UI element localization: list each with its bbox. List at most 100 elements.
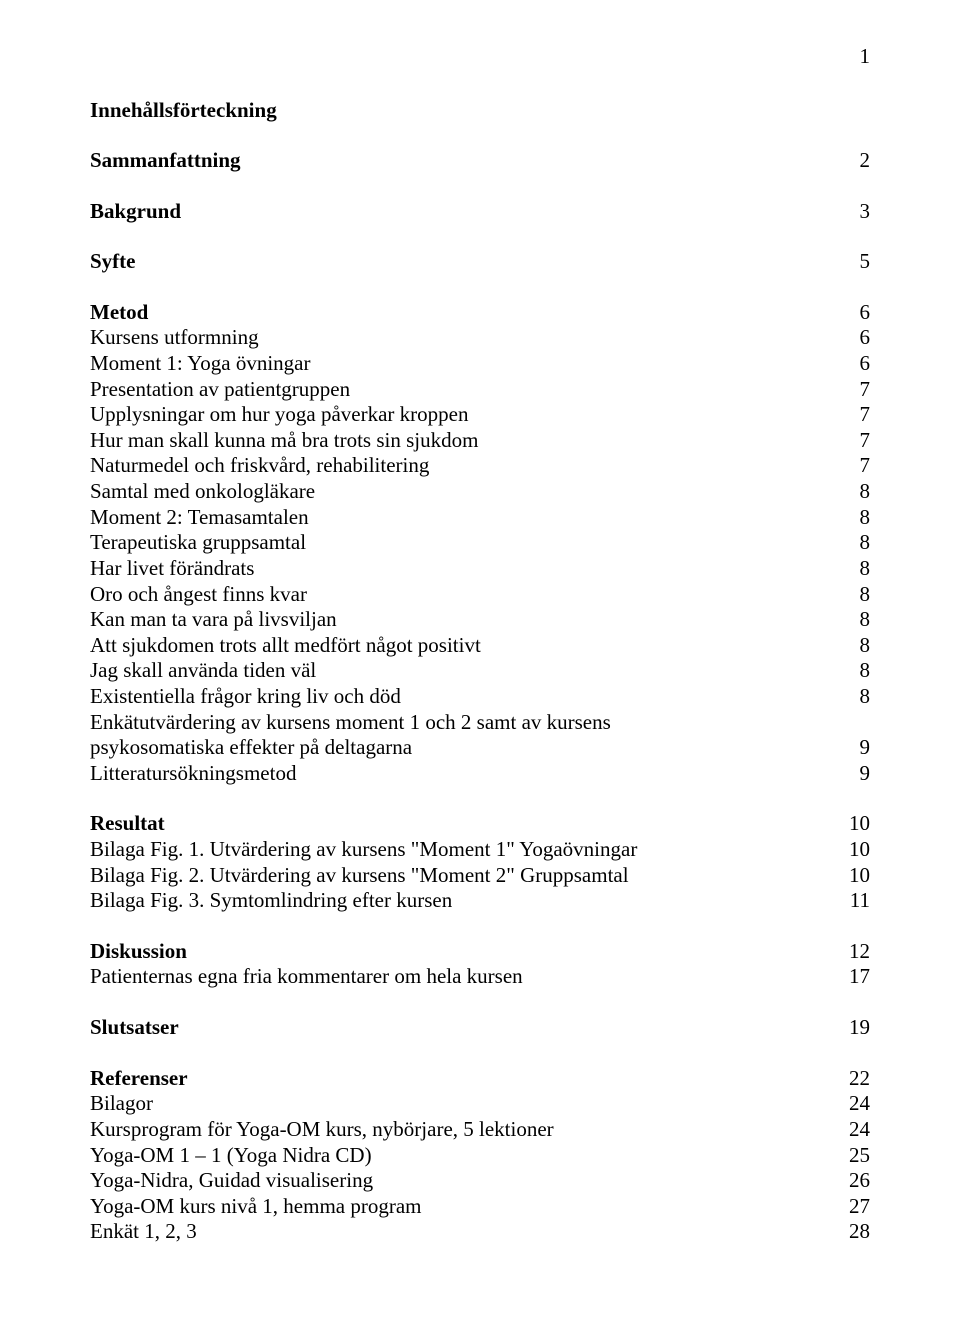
toc-label: Metod bbox=[90, 300, 840, 326]
toc-page-number: 8 bbox=[840, 505, 870, 531]
toc-row: Enkätutvärdering av kursens moment 1 och… bbox=[90, 710, 870, 736]
page-number: 1 bbox=[860, 44, 871, 69]
toc-label: Bilagor bbox=[90, 1091, 840, 1117]
toc-page-number: 17 bbox=[840, 964, 870, 990]
toc-row: psykosomatiska effekter på deltagarna9 bbox=[90, 735, 870, 761]
toc-row: Enkät 1, 2, 328 bbox=[90, 1219, 870, 1245]
toc-page-number: 2 bbox=[840, 148, 870, 174]
toc-page-number: 8 bbox=[840, 684, 870, 710]
toc-label: Diskussion bbox=[90, 939, 840, 965]
toc-row: Samtal med onkologläkare8 bbox=[90, 479, 870, 505]
toc-label: Enkätutvärdering av kursens moment 1 och… bbox=[90, 710, 840, 736]
toc-page-number: 9 bbox=[840, 735, 870, 761]
document-page: 1 Innehållsförteckning Sammanfattning2 Ba… bbox=[0, 0, 960, 1336]
toc-label: Resultat bbox=[90, 811, 840, 837]
toc-label: Naturmedel och friskvård, rehabilitering bbox=[90, 453, 840, 479]
toc-row: Yoga-OM 1 – 1 (Yoga Nidra CD)25 bbox=[90, 1143, 870, 1169]
toc-label: Bilaga Fig. 3. Symtomlindring efter kurs… bbox=[90, 888, 840, 914]
section-gap bbox=[90, 1041, 870, 1066]
toc-body: Sammanfattning2Bakgrund3Syfte5Metod6Kurs… bbox=[90, 148, 870, 1245]
toc-row: Yoga-OM kurs nivå 1, hemma program27 bbox=[90, 1194, 870, 1220]
toc-row: Presentation av patientgruppen7 bbox=[90, 377, 870, 403]
toc-title: Innehållsförteckning bbox=[90, 98, 870, 123]
toc-label: Yoga-OM kurs nivå 1, hemma program bbox=[90, 1194, 840, 1220]
toc-row: Slutsatser19 bbox=[90, 1015, 870, 1041]
toc-page-number: 12 bbox=[840, 939, 870, 965]
toc-row: Patienternas egna fria kommentarer om he… bbox=[90, 964, 870, 990]
toc-page-number: 8 bbox=[840, 556, 870, 582]
toc-row: Metod6 bbox=[90, 300, 870, 326]
toc-page-number: 10 bbox=[840, 863, 870, 889]
toc-page-number: 7 bbox=[840, 377, 870, 403]
toc-label: Litteratursökningsmetod bbox=[90, 761, 840, 787]
toc-label: Enkät 1, 2, 3 bbox=[90, 1219, 840, 1245]
toc-row: Yoga-Nidra, Guidad visualisering26 bbox=[90, 1168, 870, 1194]
toc-label: Terapeutiska gruppsamtal bbox=[90, 530, 840, 556]
toc-page-number: 28 bbox=[840, 1219, 870, 1245]
toc-page-number: 3 bbox=[840, 199, 870, 225]
toc-page-number: 19 bbox=[840, 1015, 870, 1041]
toc-row: Diskussion12 bbox=[90, 939, 870, 965]
toc-row: Sammanfattning2 bbox=[90, 148, 870, 174]
toc-page-number: 10 bbox=[840, 811, 870, 837]
toc-page-number: 24 bbox=[840, 1117, 870, 1143]
toc-row: Resultat10 bbox=[90, 811, 870, 837]
toc-label: Hur man skall kunna må bra trots sin sju… bbox=[90, 428, 840, 454]
toc-label: psykosomatiska effekter på deltagarna bbox=[90, 735, 840, 761]
toc-row: Kursens utformning6 bbox=[90, 325, 870, 351]
section-gap bbox=[90, 224, 870, 249]
toc-row: Bilaga Fig. 3. Symtomlindring efter kurs… bbox=[90, 888, 870, 914]
toc-label: Slutsatser bbox=[90, 1015, 840, 1041]
toc-label: Samtal med onkologläkare bbox=[90, 479, 840, 505]
toc-page-number: 6 bbox=[840, 300, 870, 326]
toc-row: Att sjukdomen trots allt medfört något p… bbox=[90, 633, 870, 659]
toc-row: Litteratursökningsmetod9 bbox=[90, 761, 870, 787]
section-gap bbox=[90, 990, 870, 1015]
toc-page-number: 8 bbox=[840, 479, 870, 505]
toc-label: Kan man ta vara på livsviljan bbox=[90, 607, 840, 633]
toc-page-number: 25 bbox=[840, 1143, 870, 1169]
toc-row: Oro och ångest finns kvar8 bbox=[90, 582, 870, 608]
toc-page-number: 6 bbox=[840, 325, 870, 351]
toc-page-number: 6 bbox=[840, 351, 870, 377]
toc-label: Bakgrund bbox=[90, 199, 840, 225]
toc-label: Existentiella frågor kring liv och död bbox=[90, 684, 840, 710]
toc-row: Bakgrund3 bbox=[90, 199, 870, 225]
toc-row: Naturmedel och friskvård, rehabilitering… bbox=[90, 453, 870, 479]
toc-row: Kursprogram för Yoga-OM kurs, nybörjare,… bbox=[90, 1117, 870, 1143]
toc-label: Bilaga Fig. 1. Utvärdering av kursens "M… bbox=[90, 837, 840, 863]
toc-row: Existentiella frågor kring liv och död8 bbox=[90, 684, 870, 710]
toc-label: Yoga-Nidra, Guidad visualisering bbox=[90, 1168, 840, 1194]
toc-page-number: 27 bbox=[840, 1194, 870, 1220]
toc-page-number: 8 bbox=[840, 582, 870, 608]
toc-page-number: 24 bbox=[840, 1091, 870, 1117]
toc-page-number: 8 bbox=[840, 658, 870, 684]
toc-label: Referenser bbox=[90, 1066, 840, 1092]
toc-page-number: 10 bbox=[840, 837, 870, 863]
toc-label: Kursens utformning bbox=[90, 325, 840, 351]
toc-label: Har livet förändrats bbox=[90, 556, 840, 582]
toc-label: Jag skall använda tiden väl bbox=[90, 658, 840, 684]
toc-label: Moment 2: Temasamtalen bbox=[90, 505, 840, 531]
toc-page-number: 8 bbox=[840, 607, 870, 633]
toc-row: Hur man skall kunna må bra trots sin sju… bbox=[90, 428, 870, 454]
toc-row: Har livet förändrats8 bbox=[90, 556, 870, 582]
toc-row: Referenser22 bbox=[90, 1066, 870, 1092]
toc-page-number: 11 bbox=[840, 888, 870, 914]
toc-row: Syfte5 bbox=[90, 249, 870, 275]
toc-row: Kan man ta vara på livsviljan8 bbox=[90, 607, 870, 633]
section-gap bbox=[90, 786, 870, 811]
toc-label: Presentation av patientgruppen bbox=[90, 377, 840, 403]
toc-label: Bilaga Fig. 2. Utvärdering av kursens "M… bbox=[90, 863, 840, 889]
toc-label: Yoga-OM 1 – 1 (Yoga Nidra CD) bbox=[90, 1143, 840, 1169]
toc-row: Jag skall använda tiden väl8 bbox=[90, 658, 870, 684]
toc-page-number: 9 bbox=[840, 761, 870, 787]
toc-label: Upplysningar om hur yoga påverkar kroppe… bbox=[90, 402, 840, 428]
toc-row: Moment 1: Yoga övningar6 bbox=[90, 351, 870, 377]
section-gap bbox=[90, 275, 870, 300]
toc-row: Bilaga Fig. 2. Utvärdering av kursens "M… bbox=[90, 863, 870, 889]
section-gap bbox=[90, 914, 870, 939]
toc-label: Oro och ångest finns kvar bbox=[90, 582, 840, 608]
toc-page-number: 7 bbox=[840, 453, 870, 479]
toc-label: Moment 1: Yoga övningar bbox=[90, 351, 840, 377]
